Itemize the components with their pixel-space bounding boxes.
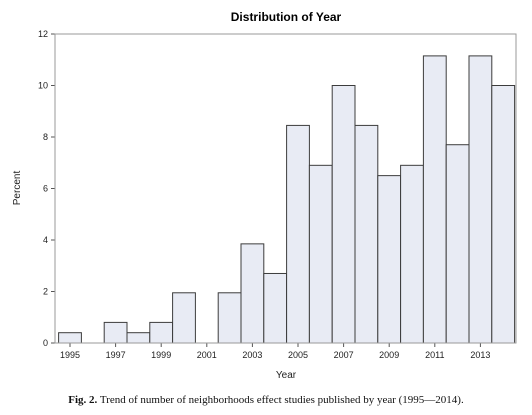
bar-2009 (377, 175, 402, 344)
x-tick-label: 2001 (197, 350, 217, 360)
bar-2012 (445, 144, 470, 344)
chart-title: Distribution of Year (231, 10, 342, 24)
bar-1999 (149, 321, 174, 344)
x-tick-label: 2005 (288, 350, 308, 360)
x-tick-label: 2003 (242, 350, 262, 360)
y-axis-ticks: 0 2 4 6 8 10 12 (38, 29, 55, 348)
caption-label: Fig. 2. (68, 394, 98, 406)
bar-2013 (468, 55, 493, 344)
x-tick-label: 2013 (470, 350, 490, 360)
y-tick-label: 6 (43, 184, 48, 194)
bar-2000 (172, 292, 196, 344)
x-axis-ticks: 1995 1997 1999 2001 2003 2005 2007 2009 2011 2013 (60, 343, 490, 360)
caption-text: Trend of number of neighborhoods effect … (99, 394, 464, 406)
bar-2011 (422, 55, 447, 344)
bar-2003 (240, 243, 265, 344)
bar-2005 (286, 124, 310, 344)
y-tick-label: 8 (43, 132, 48, 142)
bar-1997 (103, 321, 128, 344)
x-tick-label: 1997 (106, 350, 126, 360)
bar-2004 (263, 272, 288, 344)
bar-2014 (491, 85, 516, 344)
y-tick-label: 0 (43, 338, 48, 348)
x-tick-label: 2007 (334, 350, 354, 360)
bar-2010 (400, 164, 424, 344)
x-tick-label: 2009 (379, 350, 399, 360)
y-axis-label: Percent (12, 171, 23, 206)
bar-1995 (58, 332, 82, 344)
y-tick-label: 4 (43, 235, 48, 245)
bar-1998 (126, 332, 151, 344)
x-tick-label: 1999 (151, 350, 171, 360)
bar-2007 (331, 85, 356, 344)
bars-group (58, 55, 516, 344)
x-tick-label: 1995 (60, 350, 80, 360)
y-tick-label: 12 (38, 29, 48, 39)
bar-2006 (308, 164, 333, 344)
y-tick-label: 10 (38, 81, 48, 91)
x-axis-label: Year (276, 370, 297, 381)
x-tick-label: 2011 (425, 350, 444, 360)
bar-2002 (217, 292, 242, 344)
figure-caption: Fig. 2. Trend of number of neighborhoods… (0, 394, 532, 406)
bar-2008 (354, 124, 379, 344)
plot-frame (54, 33, 517, 344)
y-tick-label: 2 (43, 287, 48, 297)
